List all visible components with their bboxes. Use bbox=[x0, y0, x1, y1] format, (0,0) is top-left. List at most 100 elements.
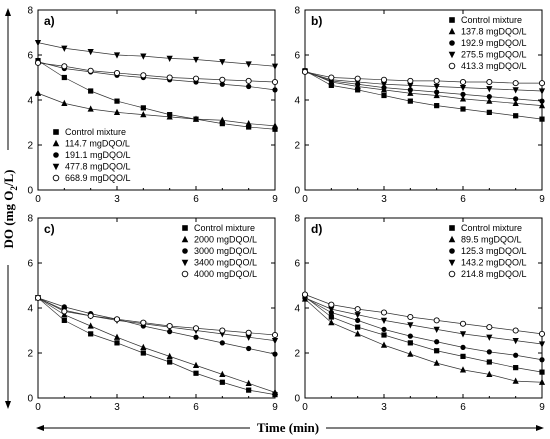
data-point bbox=[166, 113, 173, 120]
data-point bbox=[459, 85, 467, 92]
legend-label: 2000 mgDQO/L bbox=[194, 235, 257, 245]
data-point bbox=[245, 379, 252, 386]
data-point bbox=[486, 349, 492, 355]
series-line bbox=[304, 70, 543, 106]
legend-marker bbox=[52, 174, 60, 182]
data-point bbox=[271, 338, 279, 345]
data-point bbox=[539, 369, 545, 375]
data-point bbox=[512, 338, 519, 345]
data-point bbox=[113, 52, 121, 59]
x-arrow-head-left bbox=[36, 425, 44, 431]
data-point bbox=[328, 74, 335, 81]
y-arrow-head-top bbox=[5, 8, 11, 16]
y-tick-label: 8 bbox=[294, 214, 300, 225]
data-point bbox=[355, 87, 361, 93]
plot-frame bbox=[304, 9, 543, 191]
series-3 bbox=[35, 59, 278, 93]
y-tick-label: 2 bbox=[27, 349, 33, 360]
y-label-main: DO (mg O bbox=[1, 191, 16, 249]
data-point bbox=[460, 344, 466, 350]
x-tick-label: 0 bbox=[35, 402, 41, 413]
data-point bbox=[87, 67, 94, 74]
data-point bbox=[219, 370, 226, 377]
data-point bbox=[512, 327, 519, 334]
series-line bbox=[37, 297, 276, 341]
panel-label: a) bbox=[44, 14, 55, 28]
series-line bbox=[37, 92, 276, 127]
data-point bbox=[512, 377, 519, 384]
y-tick-label: 8 bbox=[27, 214, 33, 225]
data-point bbox=[113, 316, 121, 323]
data-point bbox=[166, 352, 173, 359]
panel-1: 0 2 4 6 8 0 3 6 9 a) Control mixture 114.7 mgDQO/L1… bbox=[27, 6, 278, 206]
data-point bbox=[192, 56, 200, 64]
data-point bbox=[407, 82, 414, 89]
data-point bbox=[61, 74, 67, 81]
data-point bbox=[381, 326, 387, 332]
data-point bbox=[486, 324, 493, 331]
y-tick-label: 6 bbox=[27, 259, 33, 270]
data-point bbox=[538, 80, 546, 87]
x-tick-label: 9 bbox=[539, 402, 545, 413]
x-tick-label: 0 bbox=[35, 194, 41, 205]
data-point bbox=[512, 99, 519, 106]
data-point bbox=[538, 102, 546, 109]
data-point bbox=[407, 87, 413, 93]
legend-marker bbox=[181, 235, 189, 243]
data-point bbox=[513, 113, 519, 119]
data-point bbox=[512, 87, 519, 94]
data-point bbox=[459, 331, 467, 338]
series-2 bbox=[34, 89, 279, 129]
series-3 bbox=[302, 295, 545, 363]
data-point bbox=[486, 109, 492, 115]
data-point bbox=[246, 387, 252, 393]
data-point bbox=[271, 78, 279, 86]
data-point bbox=[271, 122, 279, 129]
legend-label: Control mixture bbox=[461, 223, 522, 233]
data-point bbox=[114, 98, 120, 104]
legend-label: 477.8 mgDQO/L bbox=[65, 162, 131, 172]
data-point bbox=[113, 108, 121, 115]
legend-label: 89.5 mgDQO/L bbox=[461, 235, 522, 245]
data-point bbox=[193, 370, 199, 376]
y-tick-label: 4 bbox=[294, 304, 300, 315]
series-line bbox=[37, 42, 276, 67]
data-point bbox=[245, 77, 252, 84]
data-point bbox=[140, 105, 146, 111]
legend-label: 668.9 mgDQO/L bbox=[65, 173, 131, 183]
data-point bbox=[486, 97, 493, 104]
legend-marker bbox=[449, 225, 455, 231]
legend-marker bbox=[448, 235, 456, 243]
data-point bbox=[34, 59, 42, 66]
data-point bbox=[460, 353, 466, 359]
data-point bbox=[380, 309, 388, 316]
legend-label: 114.7 mgDQO/L bbox=[65, 139, 130, 149]
data-point bbox=[434, 339, 440, 345]
x-tick-label: 3 bbox=[114, 194, 120, 205]
x-tick-label: 6 bbox=[193, 194, 199, 205]
series-line bbox=[37, 61, 276, 91]
data-point bbox=[246, 345, 252, 352]
data-point bbox=[328, 301, 335, 308]
data-point bbox=[434, 103, 440, 109]
legend-label: 3000 mgDQO/L bbox=[194, 246, 257, 256]
data-point bbox=[87, 49, 94, 56]
legend-label: 4000 mgDQO/L bbox=[194, 269, 257, 279]
data-point bbox=[272, 87, 278, 93]
series-line bbox=[304, 297, 543, 361]
data-point bbox=[328, 82, 334, 88]
legend-marker bbox=[181, 259, 189, 267]
series-line bbox=[304, 70, 543, 120]
data-point bbox=[192, 75, 200, 82]
data-point bbox=[34, 40, 42, 47]
data-point bbox=[380, 76, 388, 83]
data-point bbox=[61, 99, 68, 106]
data-point bbox=[486, 359, 492, 365]
data-point bbox=[193, 334, 199, 340]
data-point bbox=[381, 332, 387, 338]
data-point bbox=[219, 81, 225, 87]
y-tick-label: 2 bbox=[294, 349, 300, 360]
series-5 bbox=[34, 59, 279, 86]
